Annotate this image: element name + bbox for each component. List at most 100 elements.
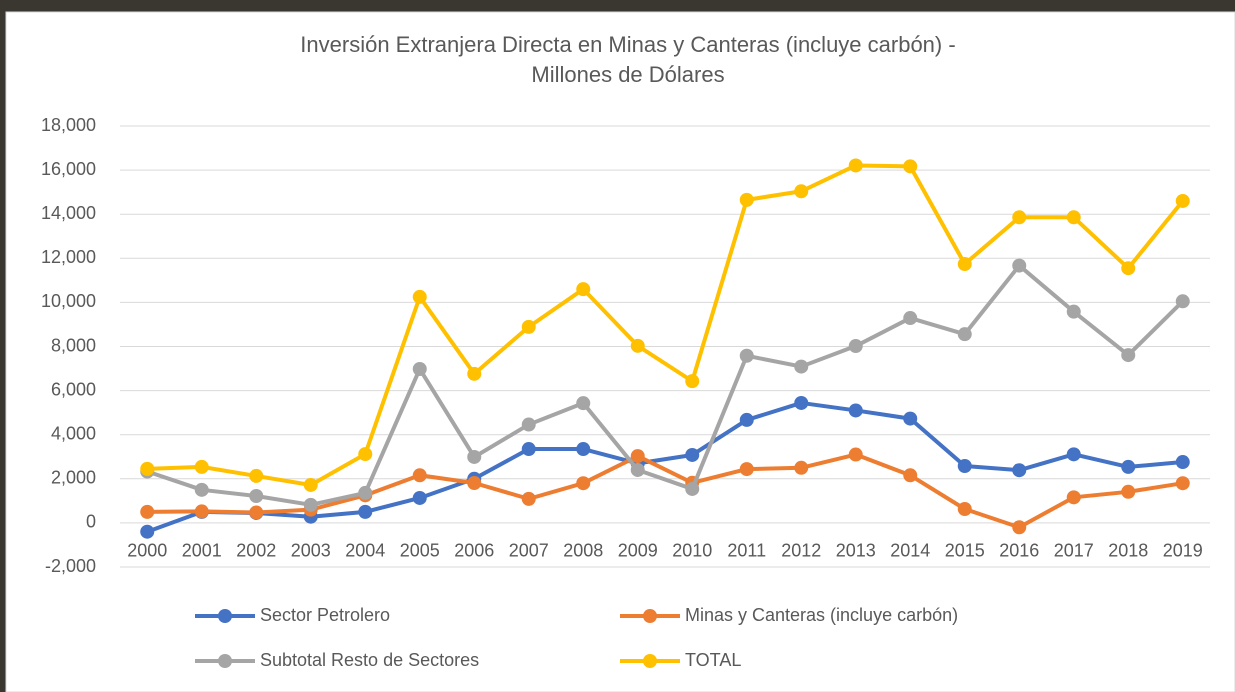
data-point xyxy=(1175,476,1190,491)
legend-label: Subtotal Resto de Sectores xyxy=(260,650,479,670)
data-point xyxy=(521,417,536,432)
x-tick-label: 2012 xyxy=(781,541,821,561)
x-tick-label: 2011 xyxy=(727,541,766,561)
data-point xyxy=(630,338,645,353)
y-tick-label: 8,000 xyxy=(51,335,96,355)
x-tick-label: 2005 xyxy=(400,541,440,561)
data-point xyxy=(739,348,754,363)
x-tick-label: 2000 xyxy=(127,541,167,561)
y-tick-label: -2,000 xyxy=(45,556,96,576)
legend-marker xyxy=(643,654,657,668)
legend-marker xyxy=(218,654,232,668)
y-tick-label: 12,000 xyxy=(41,247,96,267)
data-point xyxy=(1066,447,1081,462)
y-tick-label: 18,000 xyxy=(41,115,96,135)
legend-marker xyxy=(218,609,232,623)
chart-area xyxy=(5,11,1235,692)
data-point xyxy=(1121,261,1136,276)
data-point xyxy=(1121,348,1136,363)
data-point xyxy=(685,374,700,389)
x-tick-label: 2015 xyxy=(945,541,985,561)
x-tick-label: 2009 xyxy=(618,541,658,561)
data-point xyxy=(303,477,318,492)
data-point xyxy=(194,504,209,519)
x-tick-label: 2018 xyxy=(1108,541,1148,561)
data-point xyxy=(521,319,536,334)
data-point xyxy=(739,412,754,427)
data-point xyxy=(1012,210,1027,225)
data-point xyxy=(249,488,264,503)
data-point xyxy=(467,366,482,381)
chart-title: Inversión Extranjera Directa en Minas y … xyxy=(300,32,955,57)
series-line xyxy=(147,452,1184,530)
data-point xyxy=(685,481,700,496)
data-point xyxy=(521,442,536,457)
data-point xyxy=(848,158,863,173)
x-tick-label: 2008 xyxy=(563,541,603,561)
x-tick-label: 2003 xyxy=(291,541,331,561)
data-point xyxy=(1066,304,1081,319)
x-tick-label: 2016 xyxy=(999,541,1039,561)
data-point xyxy=(1175,455,1190,470)
data-point xyxy=(739,462,754,477)
data-point xyxy=(140,461,155,476)
data-point xyxy=(140,504,155,519)
data-point xyxy=(358,504,373,519)
series-line xyxy=(146,263,1185,507)
data-point xyxy=(576,282,591,297)
x-tick-label: 2017 xyxy=(1054,541,1094,561)
data-point xyxy=(412,468,427,483)
x-tick-label: 2001 xyxy=(182,541,222,561)
data-point xyxy=(140,524,155,539)
data-point xyxy=(249,505,264,520)
data-point xyxy=(303,497,318,512)
x-tick-label: 2014 xyxy=(890,541,930,561)
series-line xyxy=(146,400,1183,534)
data-point xyxy=(412,490,427,505)
data-point xyxy=(1121,459,1136,474)
legend-label: Minas y Canteras (incluye carbón) xyxy=(685,605,958,625)
data-point xyxy=(194,482,209,497)
y-tick-label: 14,000 xyxy=(41,203,96,223)
data-point xyxy=(1012,463,1027,478)
data-point xyxy=(630,462,645,477)
y-tick-label: 6,000 xyxy=(51,379,96,399)
data-point xyxy=(630,449,645,464)
legend-label: TOTAL xyxy=(685,650,741,670)
data-point xyxy=(1175,193,1190,208)
legend-label: Sector Petrolero xyxy=(260,605,390,625)
data-point xyxy=(412,289,427,304)
data-point xyxy=(903,411,918,426)
data-point xyxy=(1066,490,1081,505)
data-point xyxy=(957,459,972,474)
data-point xyxy=(848,339,863,354)
data-point xyxy=(521,491,536,506)
data-point xyxy=(794,460,809,475)
y-tick-label: 4,000 xyxy=(51,423,96,443)
data-point xyxy=(358,447,373,462)
data-point xyxy=(794,359,809,374)
chart-title: Millones de Dólares xyxy=(531,62,724,87)
x-tick-label: 2013 xyxy=(836,541,876,561)
data-point xyxy=(739,192,754,207)
data-point xyxy=(358,485,373,500)
data-point xyxy=(903,311,918,326)
data-point xyxy=(576,476,591,491)
data-point xyxy=(957,327,972,342)
data-point xyxy=(467,475,482,490)
data-point xyxy=(576,442,591,457)
data-point xyxy=(194,459,209,474)
data-point xyxy=(1012,258,1027,273)
data-point xyxy=(957,502,972,517)
x-tick-label: 2002 xyxy=(236,541,276,561)
data-point xyxy=(1175,294,1190,309)
series-line xyxy=(147,163,1185,487)
data-point xyxy=(412,361,427,376)
y-tick-label: 10,000 xyxy=(41,291,96,311)
y-tick-label: 16,000 xyxy=(41,159,96,179)
data-point xyxy=(1012,520,1027,535)
data-point xyxy=(848,403,863,418)
data-point xyxy=(903,159,918,174)
